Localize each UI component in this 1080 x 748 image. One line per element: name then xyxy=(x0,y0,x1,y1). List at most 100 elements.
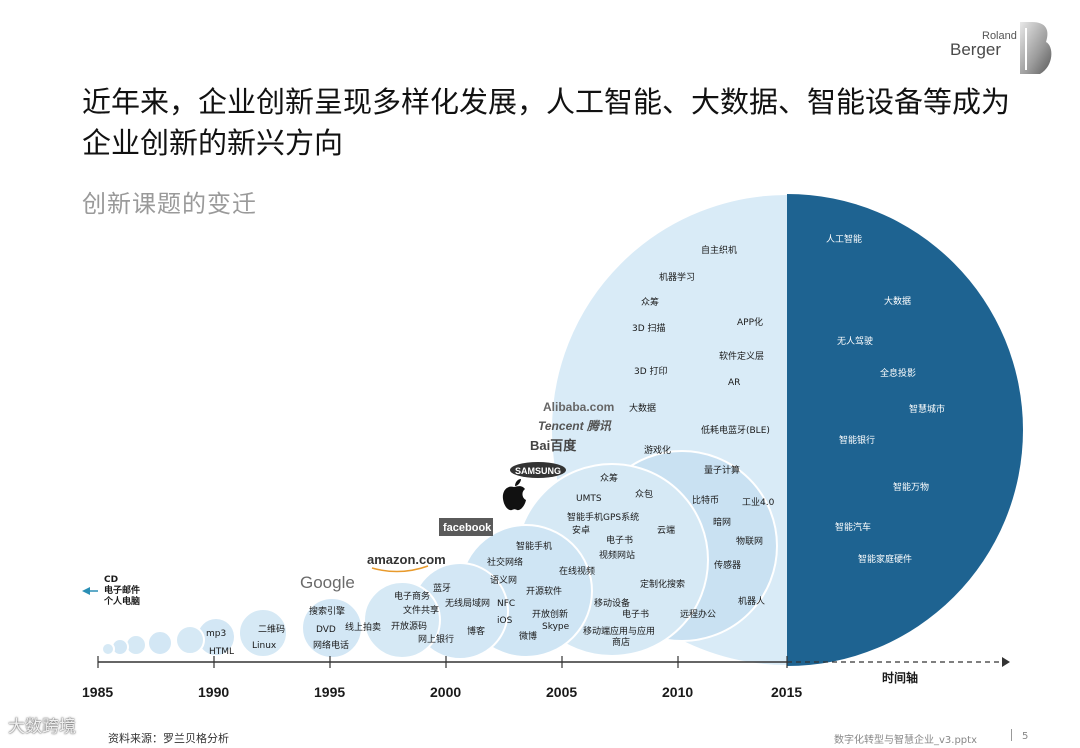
logo-line1: Roland xyxy=(982,30,1017,42)
item-ble: 低耗电蓝牙(BLE) xyxy=(701,424,770,436)
innovation-timeline-diagram: 1985 1990 1995 2000 2005 2010 2015 时间轴 C… xyxy=(82,193,1024,700)
future-smart-city: 智慧城市 xyxy=(909,403,945,415)
footer-separator xyxy=(1011,729,1012,741)
year-2015: 2015 xyxy=(771,684,802,700)
item-software-defined: 软件定义层 xyxy=(719,350,764,362)
item-ios: iOS xyxy=(497,616,513,626)
future-smart-car: 智能汽车 xyxy=(835,521,871,533)
item-social-network: 社交网络 xyxy=(487,556,523,568)
tencent-logo: Tencent 腾讯 xyxy=(538,419,612,433)
item-cloud: 云端 xyxy=(657,524,675,536)
page-title: 近年来，企业创新呈现多样化发展，人工智能、大数据、智能设备等成为企业创新的新兴方… xyxy=(82,85,1011,160)
item-autonomous-loom: 自主织机 xyxy=(701,244,737,256)
item-gamification: 游戏化 xyxy=(644,444,671,456)
bubble-era-1992 xyxy=(238,608,288,658)
left-item-email: 电子邮件 xyxy=(104,584,140,596)
item-html: HTML xyxy=(209,647,234,657)
item-blog: 博客 xyxy=(467,625,485,637)
bubble-era-1995 xyxy=(301,597,363,659)
year-1990: 1990 xyxy=(198,684,229,700)
item-machine-learning: 机器学习 xyxy=(659,271,695,283)
bubble-small-3 xyxy=(125,634,147,656)
google-logo: Google xyxy=(300,573,355,592)
item-semantic-web: 语义网 xyxy=(490,575,517,586)
item-crowdfunding-2: 众筹 xyxy=(600,472,618,484)
item-ar: AR xyxy=(728,378,740,388)
facebook-logo: facebook xyxy=(443,522,492,534)
year-1995: 1995 xyxy=(314,684,345,700)
future-smart-bank: 智能银行 xyxy=(839,434,875,446)
samsung-logo-bg xyxy=(510,462,566,478)
future-self-driving: 无人驾驶 xyxy=(837,335,873,347)
item-qrcode: 二维码 xyxy=(258,623,285,635)
item-weibo: 微博 xyxy=(519,630,537,642)
item-open-software: 开源软件 xyxy=(526,585,562,597)
bubble-small-5 xyxy=(101,642,115,656)
amazon-logo: amazon.com xyxy=(367,552,446,567)
item-mobile-app-store-2: 商店 xyxy=(612,636,630,648)
item-quantum: 量子计算 xyxy=(704,464,740,476)
item-nfc: NFC xyxy=(497,599,515,609)
footer-source: 资料来源：罗兰贝格分析 xyxy=(108,732,229,745)
item-ecommerce: 电子商务 xyxy=(394,590,430,602)
item-voip: 网络电话 xyxy=(313,639,349,651)
item-app: APP化 xyxy=(737,316,763,328)
footer-filename: 数字化转型与智慧企业_v3.pptx xyxy=(834,735,977,746)
item-industry40: 工业4.0 xyxy=(742,497,775,508)
item-iot: 物联网 xyxy=(736,535,763,547)
logo-b-mark-icon xyxy=(1020,22,1052,74)
bubble-era-1998 xyxy=(363,581,441,659)
logo-line2: Berger xyxy=(950,40,1002,59)
axis-label: 时间轴 xyxy=(882,670,918,685)
future-hologram: 全息投影 xyxy=(880,367,916,379)
item-linux: Linux xyxy=(252,641,277,651)
year-2005: 2005 xyxy=(546,684,577,700)
item-remote-work: 远程办公 xyxy=(680,608,716,620)
item-video-site: 视频网站 xyxy=(599,549,635,561)
item-dvd: DVD xyxy=(316,625,336,635)
item-3d-print: 3D 打印 xyxy=(634,365,668,377)
item-3d-scan: 3D 扫描 xyxy=(632,322,666,334)
item-file-share: 文件共享 xyxy=(403,604,439,616)
item-online-video: 在线视频 xyxy=(559,565,595,577)
item-robot: 机器人 xyxy=(738,595,765,607)
item-big-data: 大数据 xyxy=(629,402,656,414)
item-bitcoin: 比特币 xyxy=(692,494,719,506)
item-ebook-2: 电子书 xyxy=(622,608,649,620)
apple-logo-icon xyxy=(502,479,526,511)
item-open-innovation: 开放创新 xyxy=(532,608,568,620)
item-android: 安卓 xyxy=(572,524,590,536)
item-smartphone-gps: 智能手机GPS系统 xyxy=(567,511,639,523)
future-ai: 人工智能 xyxy=(826,233,862,245)
item-crowdsourcing: 众包 xyxy=(635,488,653,500)
item-bluetooth: 蓝牙 xyxy=(433,582,451,594)
future-half-disc xyxy=(787,194,1023,666)
item-online-auction: 线上拍卖 xyxy=(345,621,381,633)
axis-arrow-icon xyxy=(1002,657,1010,667)
item-open-source: 开放源码 xyxy=(391,620,427,632)
facebook-logo-bg xyxy=(439,518,493,536)
future-smart-home-hw: 智能家庭硬件 xyxy=(858,553,912,565)
year-2000: 2000 xyxy=(430,684,461,700)
item-mobile-device: 移动设备 xyxy=(594,597,630,609)
left-item-pc: 个人电脑 xyxy=(103,595,140,607)
watermark: 大数跨境 xyxy=(8,717,76,737)
roland-berger-logo: Roland Berger xyxy=(938,20,1058,78)
item-mobile-app-store-1: 移动端应用与应用 xyxy=(583,625,655,637)
alibaba-logo: Alibaba.com xyxy=(543,400,614,414)
item-online-bank: 网上银行 xyxy=(418,633,454,645)
baidu-logo: Bai百度 xyxy=(530,438,577,453)
amazon-smile-icon xyxy=(371,565,429,573)
future-big-data: 大数据 xyxy=(884,295,911,307)
item-ebook: 电子书 xyxy=(606,534,633,546)
item-wlan: 无线局域网 xyxy=(445,597,490,609)
item-skype: Skype xyxy=(542,622,570,632)
page-subtitle: 创新课题的变迁 xyxy=(82,190,257,218)
item-sensor: 传感器 xyxy=(714,559,741,571)
item-darknet: 暗网 xyxy=(713,516,731,528)
item-crowdfunding: 众筹 xyxy=(641,296,659,308)
left-arrow-icon xyxy=(82,587,90,595)
axis-ticks xyxy=(97,656,788,668)
item-search-engine: 搜索引擎 xyxy=(309,605,345,617)
samsung-logo: SAMSUNG xyxy=(515,466,561,476)
